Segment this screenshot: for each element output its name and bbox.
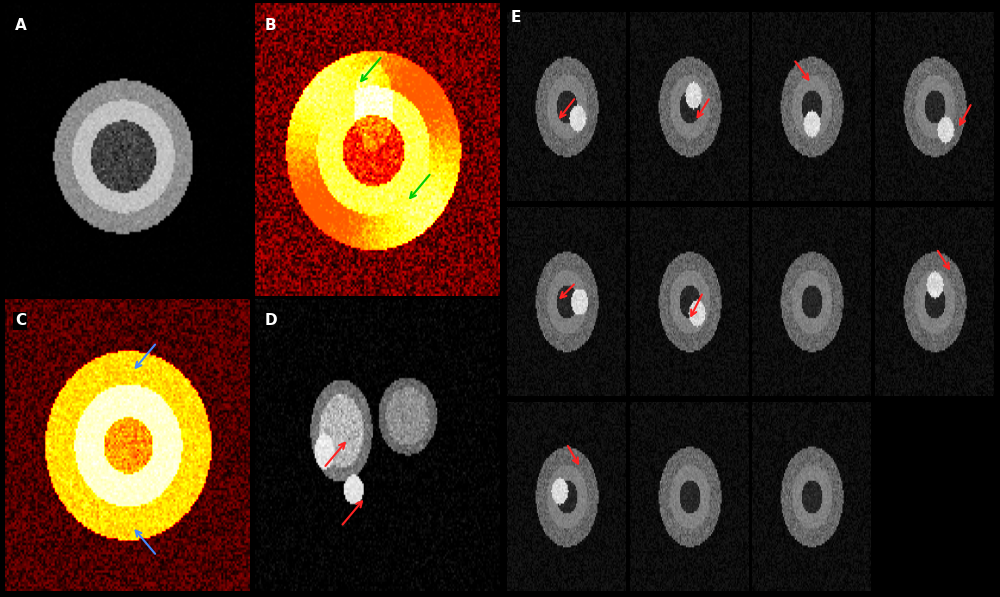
Text: D: D [265, 313, 277, 328]
Text: B: B [265, 17, 276, 33]
Text: E: E [511, 10, 521, 25]
Text: C: C [15, 313, 26, 328]
Text: A: A [15, 17, 27, 33]
